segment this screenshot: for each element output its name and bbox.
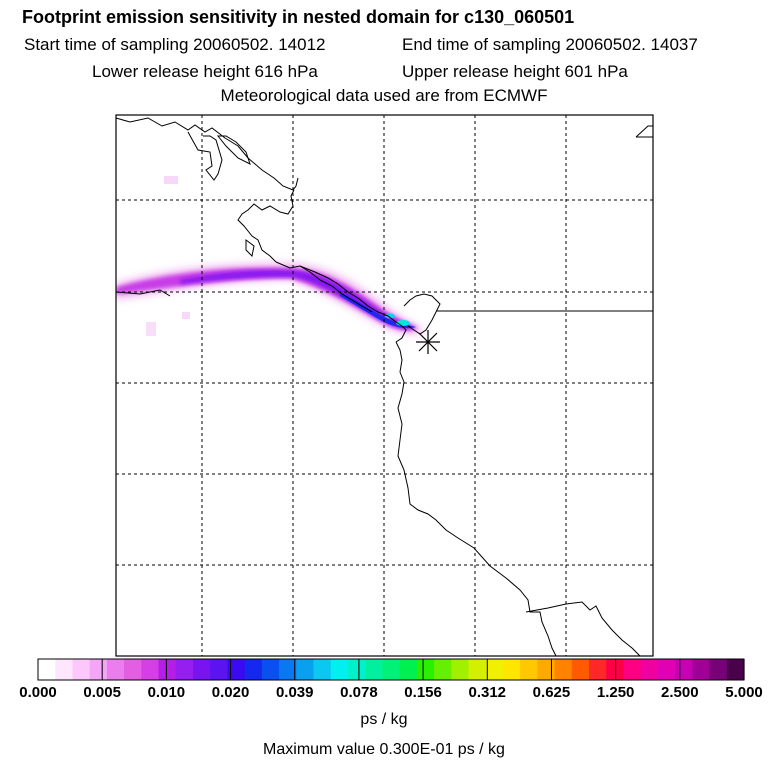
colorbar-swatch: [347, 659, 366, 680]
colorbar-swatch: [261, 659, 280, 680]
colorbar-tick-label: 2.500: [661, 684, 699, 701]
colorbar-swatch: [382, 659, 401, 680]
colorbar-tick-label: 0.010: [147, 684, 186, 701]
colorbar-ticks: [101, 659, 681, 680]
colorbar-swatch: [502, 659, 521, 680]
colorbar-swatch: [227, 659, 246, 680]
colorbar-unit-label: ps / kg: [360, 711, 408, 728]
colorbar-swatch: [365, 659, 383, 680]
colorbar-swatch: [657, 659, 676, 680]
end-time-label: End time of sampling 20060502. 14037: [402, 35, 698, 54]
meteorological-data-label: Meteorological data used are from ECMWF: [220, 86, 548, 105]
start-time-label: Start time of sampling 20060502. 14012: [24, 35, 326, 54]
lower-release-height-label: Lower release height 616 hPa: [92, 62, 318, 81]
colorbar-swatch: [520, 659, 538, 680]
colorbar-swatch: [89, 659, 108, 680]
maximum-value-label: Maximum value 0.300E-01 ps / kg: [263, 741, 505, 758]
colorbar-swatch: [416, 659, 435, 680]
colorbar-swatch: [279, 659, 297, 680]
colorbar-tick-label: 0.000: [19, 684, 57, 701]
map-title: Footprint emission sensitivity in nested…: [22, 7, 575, 27]
release-point-marker: [416, 330, 440, 354]
colorbar-tick-label: 1.250: [596, 684, 635, 701]
colorbar-tick-label: 0.039: [275, 684, 314, 701]
colorbar-swatch: [330, 659, 349, 680]
colorbar-swatch: [399, 659, 418, 680]
colorbar-swatch: [434, 659, 452, 680]
colorbar-swatch: [55, 659, 74, 680]
colorbar-swatch: [244, 659, 263, 680]
colorbar-tick-label: 0.625: [532, 684, 571, 701]
colorbar-swatch: [589, 659, 607, 680]
emission-plume: [116, 176, 425, 336]
graticule-lines: [116, 115, 653, 656]
map-frame: [115, 114, 654, 657]
colorbar-frame: [37, 658, 745, 681]
colorbar-swatch: [571, 659, 590, 680]
colorbar: [38, 659, 745, 680]
colorbar-swatch: [709, 659, 728, 680]
colorbar-swatch: [537, 659, 556, 680]
colorbar-swatch: [726, 659, 745, 680]
colorbar-swatch: [210, 659, 229, 680]
colorbar-swatch: [451, 659, 470, 680]
colorbar-tick-label: 0.020: [211, 684, 250, 701]
colorbar-swatch: [158, 659, 177, 680]
colorbar-tick-label: 0.156: [404, 684, 442, 701]
colorbar-tick-label: 0.312: [468, 684, 507, 701]
colorbar-tick-label: 5.000: [725, 684, 763, 701]
upper-release-height-label: Upper release height 601 hPa: [402, 62, 628, 81]
colorbar-swatch: [675, 659, 693, 680]
colorbar-swatch: [485, 659, 504, 680]
colorbar-swatch: [468, 659, 487, 680]
colorbar-swatch: [192, 659, 211, 680]
coastline-outline: [115, 117, 653, 657]
colorbar-swatch: [141, 659, 160, 680]
colorbar-swatch: [72, 659, 91, 680]
colorbar-swatch: [554, 659, 573, 680]
colorbar-swatch: [175, 659, 194, 680]
colorbar-tick-label: 0.078: [340, 684, 378, 701]
colorbar-swatch: [124, 659, 142, 680]
colorbar-swatch: [640, 659, 659, 680]
colorbar-swatch: [38, 659, 56, 680]
colorbar-swatch: [296, 659, 315, 680]
colorbar-swatch: [623, 659, 642, 680]
colorbar-swatch: [106, 659, 125, 680]
colorbar-swatch: [313, 659, 332, 680]
colorbar-tick-label: 0.005: [83, 684, 121, 701]
colorbar-swatch: [692, 659, 711, 680]
